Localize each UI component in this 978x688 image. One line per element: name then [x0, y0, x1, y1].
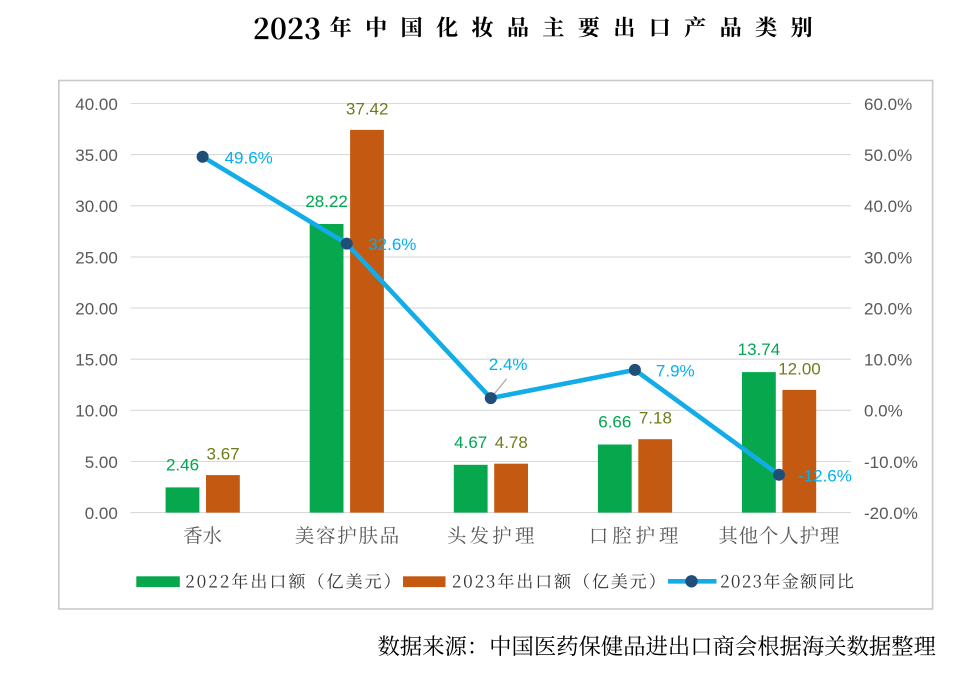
svg-text:20.0%: 20.0% [864, 299, 912, 318]
svg-text:-10.0%: -10.0% [864, 453, 918, 472]
svg-text:5.00: 5.00 [85, 453, 118, 472]
svg-text:60.0%: 60.0% [864, 95, 912, 114]
svg-text:2.4%: 2.4% [489, 355, 528, 374]
svg-text:-20.0%: -20.0% [864, 504, 918, 523]
svg-text:12.00: 12.00 [778, 359, 821, 378]
svg-text:13.74: 13.74 [738, 340, 781, 359]
svg-text:32.6%: 32.6% [368, 235, 416, 254]
svg-text:20.00: 20.00 [75, 299, 118, 318]
svg-text:40.0%: 40.0% [864, 197, 912, 216]
svg-text:4.78: 4.78 [495, 433, 528, 452]
svg-text:0.0%: 0.0% [864, 402, 903, 421]
svg-text:10.0%: 10.0% [864, 351, 912, 370]
svg-text:37.42: 37.42 [346, 99, 389, 118]
svg-text:7.9%: 7.9% [656, 362, 695, 381]
svg-text:25.00: 25.00 [75, 248, 118, 267]
svg-text:49.6%: 49.6% [225, 148, 273, 167]
svg-text:50.0%: 50.0% [864, 146, 912, 165]
svg-text:30.00: 30.00 [75, 197, 118, 216]
svg-text:30.0%: 30.0% [864, 248, 912, 267]
svg-text:-12.6%: -12.6% [798, 466, 852, 485]
svg-text:4.67: 4.67 [454, 433, 487, 452]
svg-text:0.00: 0.00 [85, 504, 118, 523]
svg-text:28.22: 28.22 [305, 192, 348, 211]
svg-text:7.18: 7.18 [639, 409, 672, 428]
svg-text:2.46: 2.46 [166, 455, 199, 474]
svg-text:40.00: 40.00 [75, 95, 118, 114]
svg-text:35.00: 35.00 [75, 146, 118, 165]
svg-text:10.00: 10.00 [75, 402, 118, 421]
svg-text:15.00: 15.00 [75, 351, 118, 370]
svg-text:3.67: 3.67 [207, 445, 240, 464]
svg-text:6.66: 6.66 [598, 413, 631, 432]
